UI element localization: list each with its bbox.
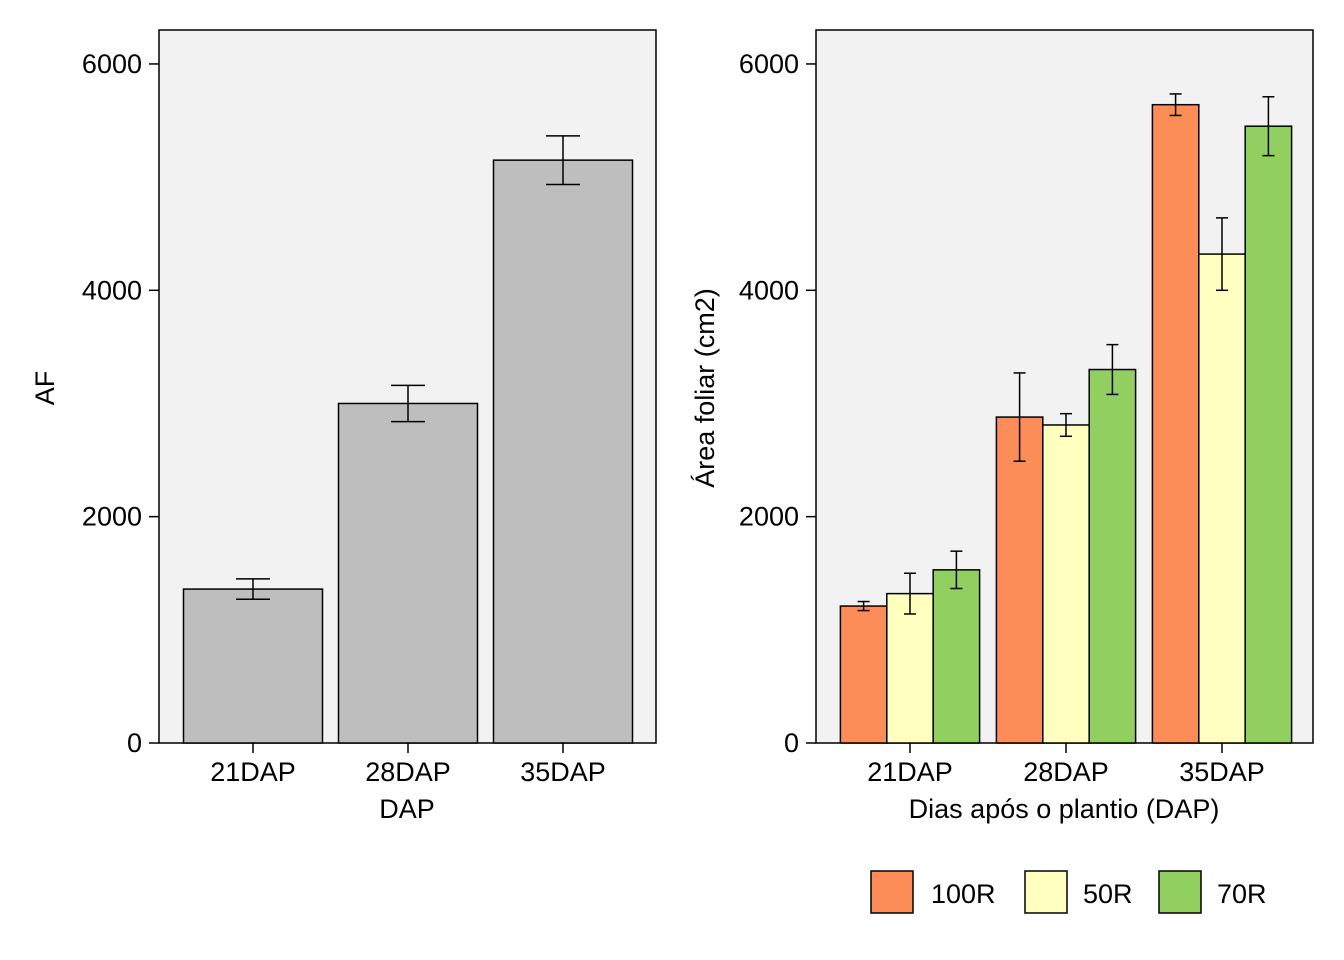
bar-21DAP: [182, 588, 324, 744]
left-y-tick-label: 0: [127, 728, 142, 758]
bar-35DAP: [492, 159, 634, 744]
left-error-bars: [236, 135, 580, 601]
left-y-tick-label: 2000: [82, 502, 142, 532]
left-x-axis-title: DAP: [379, 794, 435, 824]
left-y-axis: 0 2000 4000 6000: [82, 49, 159, 758]
legend-label-100R: 100R: [931, 879, 996, 909]
bar-21DAP-70R: [932, 569, 981, 744]
bar-35DAP-70R: [1244, 125, 1293, 744]
bar-28DAP: [337, 402, 479, 744]
legend-label-70R: 70R: [1217, 879, 1267, 909]
right-x-axis: 21DAP 28DAP 35DAP: [867, 743, 1265, 787]
left-x-tick-label: 35DAP: [520, 757, 606, 787]
right-y-tick-label: 4000: [739, 275, 799, 305]
right-y-tick-label: 0: [784, 728, 799, 758]
legend-key-50R: [1024, 870, 1068, 914]
left-x-tick-label: 28DAP: [365, 757, 451, 787]
left-panel: 0 2000 4000 6000 21DAP 28DAP 35DAP DAP AF: [30, 29, 657, 824]
legend-label-50R: 50R: [1083, 879, 1133, 909]
bar-21DAP-100R: [839, 605, 888, 744]
right-y-tick-label: 2000: [739, 502, 799, 532]
right-error-bars: [857, 93, 1275, 615]
right-y-axis-title: Área foliar (cm2): [690, 288, 720, 488]
legend: 100R 50R 70R: [870, 870, 1267, 914]
right-x-tick-label: 35DAP: [1179, 757, 1265, 787]
left-y-tick-label: 4000: [82, 275, 142, 305]
right-y-tick-label: 6000: [739, 49, 799, 79]
bar-35DAP-100R: [1151, 103, 1200, 744]
legend-key-100R: [870, 870, 914, 914]
right-y-axis: 0 2000 4000 6000: [739, 49, 816, 758]
bar-28DAP-50R: [1042, 424, 1090, 744]
left-y-tick-label: 6000: [82, 49, 142, 79]
bar-28DAP-100R: [995, 416, 1044, 744]
right-x-tick-label: 28DAP: [1023, 757, 1109, 787]
right-bars: [839, 103, 1293, 744]
left-y-axis-title: AF: [30, 371, 60, 406]
left-x-tick-label: 21DAP: [210, 757, 296, 787]
right-panel: 0 2000 4000 6000 21DAP 28DAP 35DAP Dias após …: [690, 29, 1314, 824]
bar-35DAP-50R: [1198, 253, 1246, 744]
left-x-axis: 21DAP 28DAP 35DAP: [210, 743, 606, 787]
legend-key-70R: [1158, 870, 1202, 914]
right-x-tick-label: 21DAP: [867, 757, 953, 787]
bar-28DAP-70R: [1088, 368, 1137, 744]
bar-21DAP-50R: [886, 592, 934, 744]
right-x-axis-title: Dias após o plantio (DAP): [909, 794, 1220, 824]
